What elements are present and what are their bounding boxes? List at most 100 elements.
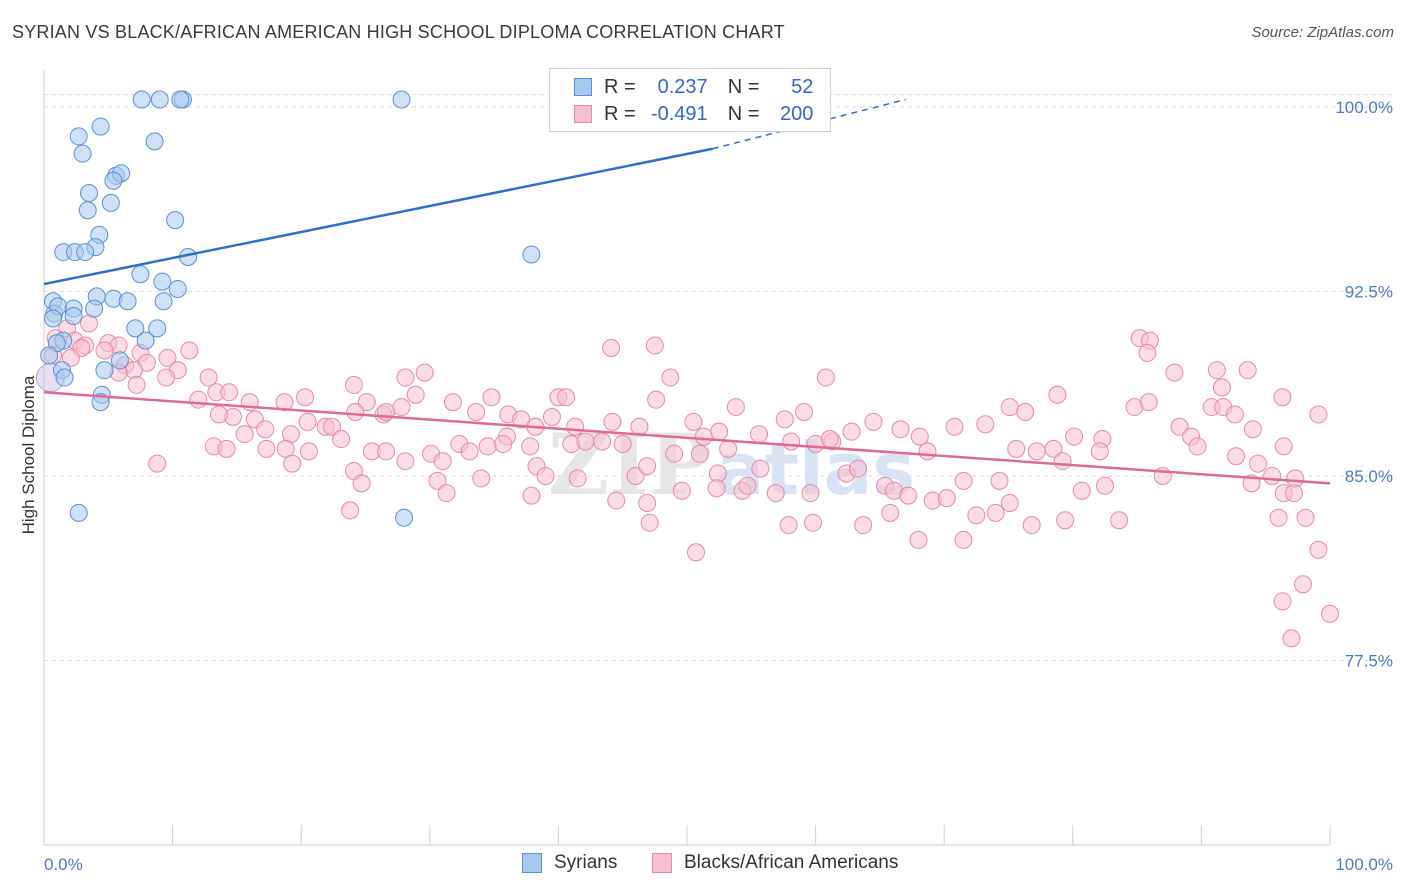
black-point <box>719 439 738 458</box>
n-label: N = <box>727 75 760 98</box>
black-point <box>750 425 769 444</box>
syrian-point <box>55 368 74 387</box>
black-point <box>1000 398 1019 417</box>
black-point <box>443 393 462 412</box>
black-point <box>909 530 928 549</box>
black-point <box>751 459 770 478</box>
black-point <box>684 412 703 431</box>
black-point <box>522 486 541 505</box>
black-point <box>467 402 486 421</box>
legend-syrians-label: Syrians <box>554 852 618 873</box>
black-point <box>707 479 726 498</box>
chart-title: SYRIAN VS BLACK/AFRICAN AMERICAN HIGH SC… <box>12 22 785 42</box>
black-point <box>1273 592 1292 611</box>
black-point <box>1309 405 1328 424</box>
syrians-swatch <box>522 853 542 873</box>
black-point <box>1170 417 1189 436</box>
black-point <box>542 407 561 426</box>
black-point <box>256 420 275 439</box>
black-point <box>1000 494 1019 513</box>
black-point <box>1090 442 1109 461</box>
black-point <box>352 474 371 493</box>
black-point <box>557 388 576 407</box>
black-point <box>127 375 146 394</box>
black-point <box>1286 469 1305 488</box>
y-axis-label: High School Diploma <box>19 375 38 534</box>
syrian-trend-line <box>43 147 713 286</box>
black-point <box>1048 385 1067 404</box>
legend-syrians[interactable]: Syrians <box>522 852 617 874</box>
legend-black-label: Blacks/African Americans <box>684 852 899 873</box>
black-point <box>494 434 513 453</box>
black-point <box>1065 427 1084 446</box>
tick-labels: 100.0% 92.5% 85.0% 77.5% 0.0% 100.0% <box>44 98 1393 874</box>
black-point <box>62 348 81 367</box>
black-point <box>1238 361 1257 380</box>
series-syrian-points <box>40 90 653 527</box>
n-value: 200 <box>780 102 814 125</box>
black-trend-line <box>43 391 1331 485</box>
black-point <box>710 422 729 441</box>
y-tick-label: 92.5% <box>1345 282 1393 301</box>
black-point <box>396 368 415 387</box>
black-point <box>478 437 497 456</box>
black-point <box>344 375 363 394</box>
stats-legend: R = 0.237 N = 52 R = -0.491 N = 200 <box>549 68 831 132</box>
black-point <box>1321 604 1339 623</box>
r-label: R = <box>604 102 636 125</box>
black-point <box>640 513 659 532</box>
black-point <box>647 390 666 409</box>
black-point <box>1027 442 1046 461</box>
black-point <box>566 417 585 436</box>
black-point <box>726 398 745 417</box>
black-point <box>1139 393 1158 412</box>
black-point <box>775 410 794 429</box>
black-point <box>864 412 883 431</box>
syrian-point <box>522 245 541 264</box>
black-point <box>95 341 114 360</box>
black-point <box>986 503 1005 522</box>
black-point <box>1273 388 1292 407</box>
black-point <box>613 434 632 453</box>
black-point <box>1072 481 1091 500</box>
black-point <box>820 430 839 449</box>
syrian-point <box>392 90 411 109</box>
black-point <box>1282 629 1301 648</box>
syrian-point <box>154 292 173 311</box>
black-point <box>433 452 452 471</box>
syrian-point <box>104 171 123 190</box>
black-point <box>482 388 501 407</box>
y-tick-label: 77.5% <box>1345 651 1393 670</box>
black-point <box>816 368 835 387</box>
black-point <box>157 368 176 387</box>
black-point <box>341 501 360 520</box>
black-point <box>918 442 937 461</box>
syrian-point <box>126 319 145 338</box>
n-label: N = <box>727 102 760 125</box>
syrian-point <box>76 243 95 262</box>
black-point <box>1138 343 1157 362</box>
black-point <box>1207 361 1226 380</box>
black-point <box>967 506 986 525</box>
black-point <box>396 452 415 471</box>
black-point <box>158 348 177 367</box>
black-point <box>1212 378 1231 397</box>
syrian-point <box>85 299 104 318</box>
black-point <box>275 393 294 412</box>
black-point <box>954 530 973 549</box>
black-point <box>298 412 317 431</box>
black-point <box>593 432 612 451</box>
black-point <box>189 390 208 409</box>
black-point <box>795 402 814 421</box>
legend-black[interactable]: Blacks/African Americans <box>652 852 898 874</box>
series-black-points <box>35 314 1339 648</box>
black-point <box>576 432 595 451</box>
black-point <box>1016 402 1035 421</box>
black-swatch <box>574 105 592 123</box>
black-swatch <box>652 853 672 873</box>
black-point <box>392 398 411 417</box>
syrian-point <box>132 90 151 109</box>
black-point <box>954 471 973 490</box>
syrian-point <box>44 309 63 328</box>
black-point <box>690 444 709 463</box>
